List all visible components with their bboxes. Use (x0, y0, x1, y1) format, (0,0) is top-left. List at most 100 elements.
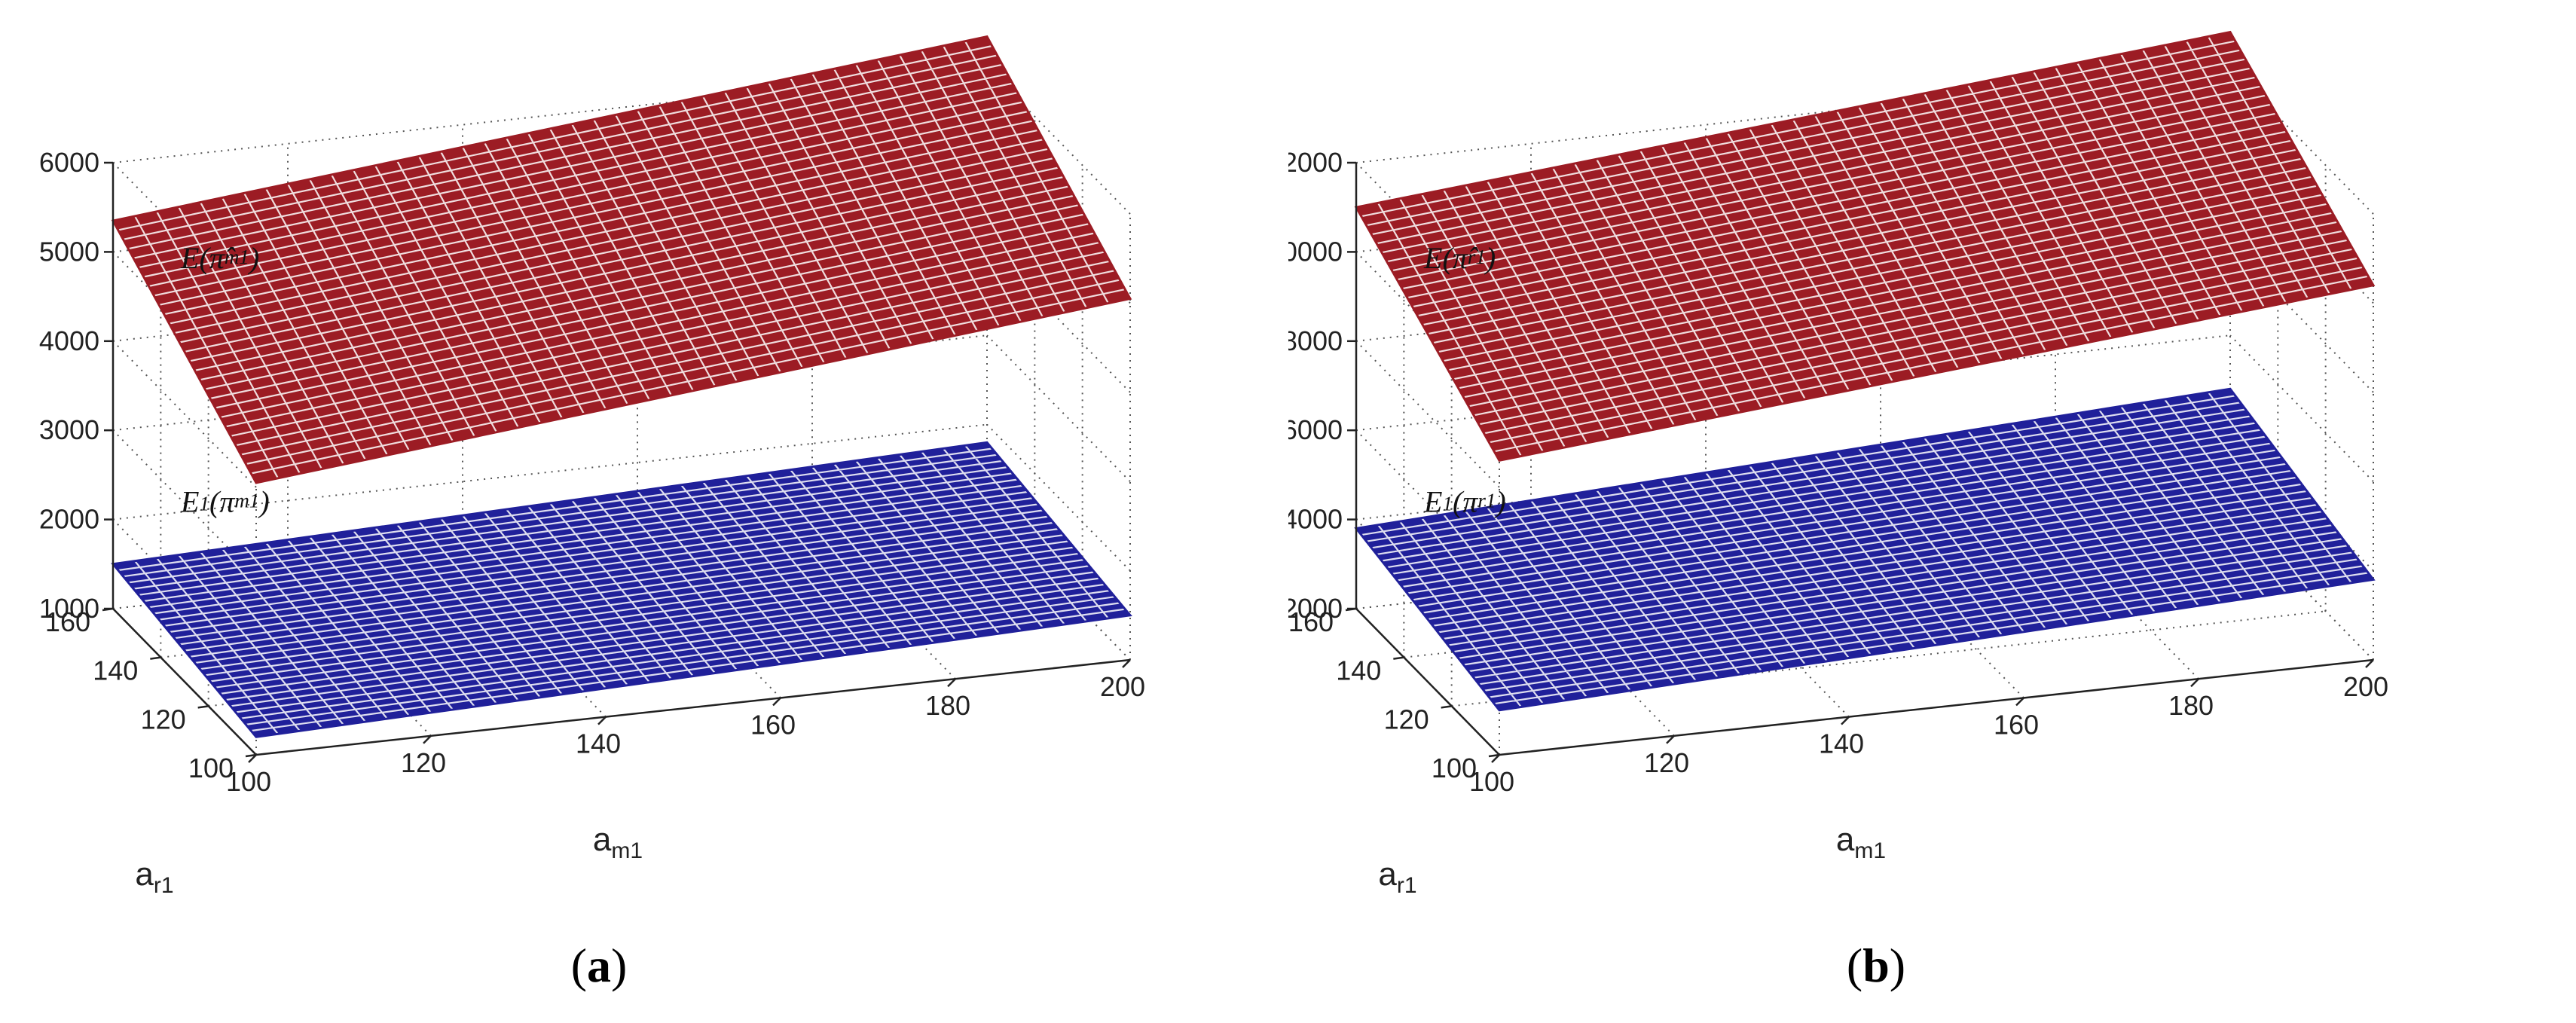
y-axis-label-sub: r1 (154, 873, 174, 898)
x-tick-mark (2365, 659, 2374, 668)
y-axis-label: ar1 (135, 856, 173, 898)
y-tick-label: 100 (188, 753, 234, 783)
x-axis-label-sub: m1 (611, 838, 643, 863)
y-tick-mark (245, 753, 257, 758)
surface-edge (111, 441, 1132, 738)
surface-label-sub: m1 (225, 246, 249, 268)
left-wall-gridline-z (112, 340, 257, 488)
x-tick-mark (1666, 734, 1675, 744)
x-axis-line (1499, 658, 2374, 756)
surface-label-close: ) (248, 241, 259, 275)
x-tick-label: 120 (1644, 747, 1689, 778)
surface-mesh (1361, 35, 2369, 457)
panel-label-b: (b) (1846, 939, 1906, 992)
surface-label-upper: E(π̂m1) (180, 241, 259, 275)
surface-mesh (1361, 392, 2369, 708)
surface-plot-b: 1001201401601802001001201401602000400060… (1288, 30, 2388, 898)
x-axis-label: am1 (593, 821, 643, 863)
surface-label-open: ( (209, 485, 222, 519)
y-tick-label: 140 (1336, 655, 1381, 686)
x-tick-mark (597, 716, 607, 725)
surface-label-upper: E(π̂r1) (1423, 241, 1496, 275)
tick-labels: 1001201401601802001001201401601000200030… (39, 147, 1145, 797)
x-tick-label: 200 (2343, 671, 2388, 702)
side-wall-gridline-z (2229, 334, 2374, 482)
y-tick-label: 120 (141, 704, 186, 734)
surface-label-lower: E1(πr1) (1423, 485, 1506, 519)
surface-label-index: 1 (199, 493, 209, 515)
surface-edge (111, 35, 1132, 484)
surface-upper (1354, 30, 2376, 462)
surface-edge (1354, 30, 2376, 462)
surface-label-open: ( (1453, 485, 1465, 519)
y-axis-line (1355, 608, 1500, 756)
z-tick-label: 4000 (1288, 504, 1343, 535)
back-wall-gridline-z (112, 423, 988, 521)
y-tick-mark (1393, 656, 1404, 660)
x-tick-label: 140 (1819, 728, 1864, 759)
axes (1355, 163, 2374, 756)
x-tick-label: 100 (1469, 766, 1514, 797)
x-tick-mark (947, 678, 956, 688)
y-axis-label: ar1 (1378, 856, 1416, 898)
surface-label-lower: E1(πm1) (180, 485, 270, 519)
y-axis-label-main: a (135, 856, 154, 893)
axes (112, 163, 1131, 756)
surface-label-close: ) (1484, 241, 1496, 275)
floor-gridline-y (1451, 610, 2326, 707)
left-wall-gridline-z (1355, 340, 1500, 488)
y-tick-mark (1441, 705, 1452, 709)
y-tick-label: 140 (93, 655, 138, 686)
z-tick-label: 6000 (1288, 414, 1343, 445)
x-tick-mark (2015, 697, 2024, 707)
z-tick-label: 3000 (39, 414, 99, 445)
x-tick-mark (2190, 678, 2199, 688)
surface-label-main: E (180, 485, 199, 519)
surface-mesh (118, 444, 1126, 735)
back-wall-gridline-z (1355, 334, 2231, 432)
surface-upper (111, 35, 1132, 484)
y-tick-label: 100 (1432, 753, 1477, 783)
x-tick-label: 180 (2168, 690, 2214, 721)
z-tick-label: 5000 (39, 236, 99, 267)
y-tick-label: 160 (45, 606, 90, 637)
surface-label-close: ) (258, 485, 269, 519)
x-tick-mark (1491, 754, 1500, 763)
surface-plot-a: 1001201401601802001001201401601000200030… (39, 35, 1145, 898)
x-tick-mark (248, 754, 257, 763)
surface-label-pi: π (1462, 485, 1478, 519)
surface-lower (111, 441, 1132, 738)
x-axis-label-main: a (1836, 821, 1855, 858)
y-axis-line (112, 608, 257, 756)
x-tick-mark (1841, 716, 1850, 725)
z-tick-label: 10000 (1288, 236, 1343, 267)
z-tick-label: 2000 (39, 504, 99, 535)
y-tick-label: 160 (1288, 606, 1334, 637)
tick-labels: 1001201401601802001001201401602000400060… (1288, 147, 2388, 797)
x-tick-label: 180 (925, 690, 970, 721)
z-tick-label: 12000 (1288, 147, 1343, 178)
surface-label-sub: r1 (1468, 246, 1486, 268)
surface-label-open: ( (1442, 241, 1454, 275)
x-tick-label: 200 (1100, 671, 1145, 702)
x-tick-label: 100 (226, 766, 271, 797)
chart-panel-a: 100 120 140 160 180 200 100 120 140 160 1000 2000 30… (39, 35, 1145, 992)
x-axis-line (255, 658, 1131, 756)
surface-label-open: ( (199, 241, 211, 275)
chart-panel-b: 100 120 140 160 180 200 100 120 140 160 2000 4000 60… (1288, 0, 2576, 1023)
surface-lower (1354, 387, 2376, 712)
y-tick-mark (1488, 753, 1500, 758)
surface-label-sub: m1 (234, 490, 259, 512)
z-tick-label: 8000 (1288, 325, 1343, 356)
z-tick-label: 2000 (1288, 593, 1343, 624)
z-tick-label: 6000 (39, 147, 99, 178)
x-tick-label: 120 (401, 747, 446, 778)
surface-labels: E(π̂m1) E1(πm1) (180, 241, 270, 518)
surface-label-main: E (1423, 485, 1442, 519)
y-tick-label: 120 (1384, 704, 1429, 734)
x-tick-label: 140 (576, 728, 621, 759)
x-tick-mark (772, 697, 781, 707)
surface-edge (1354, 387, 2376, 712)
